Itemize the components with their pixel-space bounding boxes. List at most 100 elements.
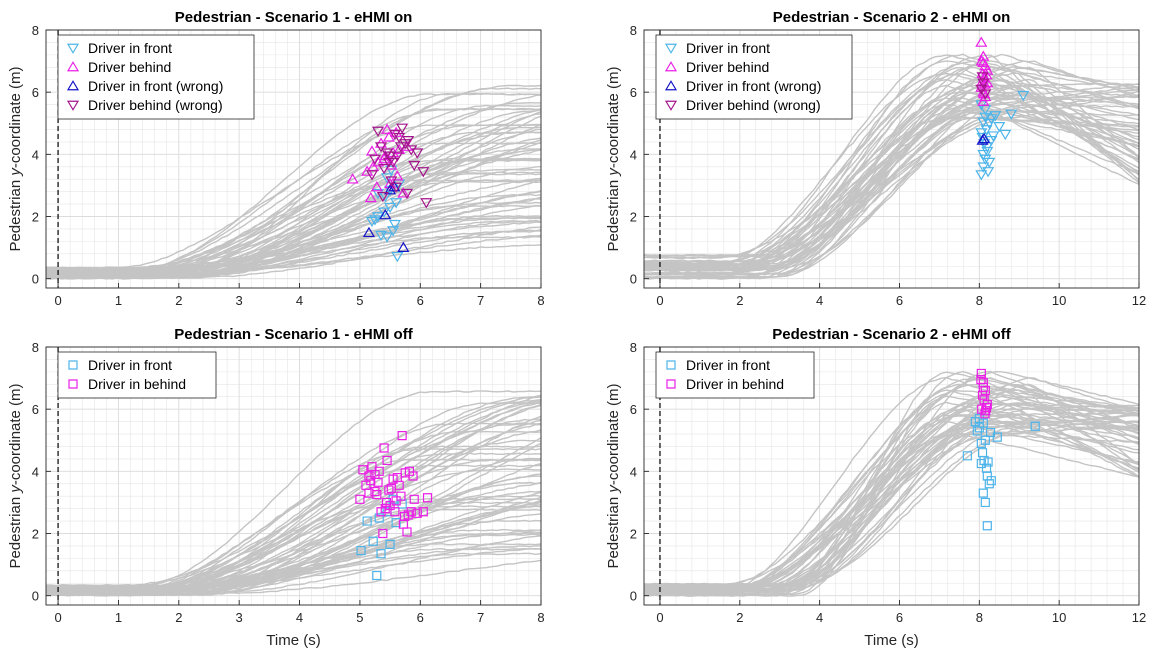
data-point (399, 511, 410, 522)
legend-marker (664, 61, 678, 72)
y-tick-label: 0 (32, 589, 39, 604)
data-point (365, 170, 379, 181)
y-tick-label: 4 (630, 464, 637, 479)
data-point (977, 56, 990, 67)
data-point (392, 472, 402, 483)
data-point (366, 476, 376, 486)
legend-marker (66, 100, 80, 111)
data-point (381, 497, 392, 508)
data-point (371, 212, 385, 223)
x-tick-label: 2 (736, 293, 743, 308)
legend-marker (666, 360, 676, 370)
data-point (371, 126, 385, 137)
trajectory-line (644, 401, 1139, 596)
data-point (400, 188, 414, 200)
trajectory-line (46, 158, 541, 280)
data-point (358, 465, 368, 475)
data-point (982, 471, 992, 481)
y-tick-label: 6 (32, 85, 39, 100)
data-point (396, 491, 406, 501)
x-tick-label: 2 (736, 610, 743, 625)
x-tick-label: 4 (816, 610, 823, 625)
data-point (391, 170, 404, 181)
trajectory-line (644, 421, 1139, 592)
x-tick-label: 3 (236, 293, 243, 308)
data-point (368, 215, 382, 226)
series-3 (365, 123, 433, 209)
x-tick-label: 8 (537, 610, 544, 625)
y-tick-label: 2 (32, 527, 39, 542)
legend-marker (68, 360, 78, 370)
trajectory-line (644, 92, 1139, 270)
data-point (976, 458, 986, 469)
trajectory-line (46, 165, 541, 270)
data-point (374, 230, 388, 242)
trajectory-line (644, 109, 1139, 265)
data-point (362, 226, 376, 238)
legend-label: Driver in front (wrong) (88, 78, 223, 94)
series-0 (962, 413, 1040, 531)
legend-marker (66, 80, 80, 91)
data-point (382, 455, 392, 466)
legend-marker (66, 43, 80, 54)
data-point (388, 181, 401, 192)
data-point (977, 117, 990, 128)
x-tick-label: 0 (656, 293, 663, 308)
data-point (394, 142, 408, 153)
x-tick-label: 10 (1052, 293, 1066, 308)
x-tick-label: 8 (976, 610, 983, 625)
trajectory-line (644, 383, 1139, 590)
series-2 (976, 132, 991, 145)
legend-marker (666, 379, 676, 389)
y-tick-label: 0 (630, 589, 637, 604)
data-point (976, 132, 989, 144)
x-tick-label: 8 (976, 293, 983, 308)
panel-title: Pedestrian - Scenario 1 - eHMI on (175, 9, 413, 26)
data-point (385, 176, 398, 187)
data-point (403, 510, 413, 520)
trajectory-line (644, 433, 1139, 590)
trajectory-line (644, 408, 1139, 590)
data-point (978, 488, 988, 498)
axes-frame (643, 346, 1140, 606)
y-tick-label: 0 (630, 272, 637, 287)
data-point (979, 89, 992, 100)
trajectory-line (644, 376, 1139, 594)
data-point (402, 527, 412, 537)
data-point (371, 188, 385, 200)
legend-box (655, 351, 815, 399)
trajectory-line (46, 415, 541, 593)
data-point (391, 251, 404, 263)
data-point (976, 72, 989, 83)
data-point (980, 125, 993, 136)
data-point (390, 507, 400, 517)
y-tick-label: 4 (32, 147, 39, 162)
data-point (976, 375, 986, 385)
data-point (388, 474, 398, 484)
data-point (404, 466, 415, 476)
data-point (390, 182, 403, 193)
y-tick-label: 8 (32, 23, 39, 38)
x-tick-label: 0 (54, 610, 61, 625)
trajectory-line (46, 505, 541, 588)
x-tick-label: 6 (417, 610, 424, 625)
x-tick-label: 4 (296, 293, 303, 308)
trajectories (644, 370, 1139, 597)
data-point (371, 156, 385, 167)
data-point (986, 476, 996, 486)
data-point (346, 173, 359, 184)
panel-title: Pedestrian - Scenario 2 - eHMI off (772, 326, 1011, 343)
x-tick-label: 1 (115, 610, 122, 625)
trajectory-line (644, 116, 1139, 263)
legend-label: Driver in front (686, 357, 770, 373)
axes-frame (643, 29, 1140, 289)
data-point (989, 111, 1002, 122)
x-tick-label: 2 (175, 610, 182, 625)
data-point (999, 129, 1012, 141)
data-point (980, 409, 990, 419)
axes-frame (45, 29, 542, 289)
x-tick-label: 6 (417, 293, 424, 308)
panel-title: Pedestrian - Scenario 1 - eHMI off (174, 326, 413, 343)
data-point (975, 128, 988, 139)
